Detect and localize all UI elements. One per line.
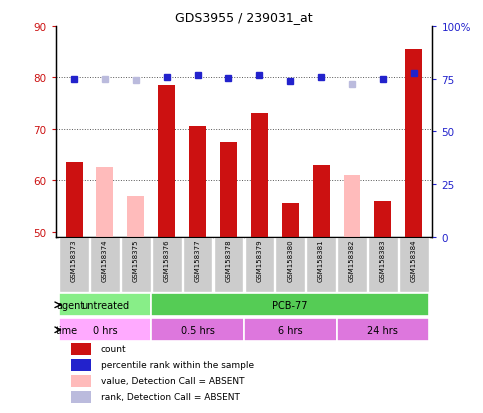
Text: agent: agent [56, 300, 85, 310]
Bar [71, 391, 91, 403]
FancyBboxPatch shape [244, 237, 274, 292]
Title: GDS3955 / 239031_at: GDS3955 / 239031_at [175, 11, 313, 24]
Text: GSM158384: GSM158384 [411, 239, 417, 281]
FancyBboxPatch shape [59, 237, 89, 292]
Text: percentile rank within the sample: percentile rank within the sample [101, 361, 254, 370]
FancyBboxPatch shape [337, 318, 429, 342]
Bar [71, 375, 91, 387]
Bar [158, 86, 175, 237]
Bar [71, 343, 91, 355]
FancyBboxPatch shape [58, 294, 151, 316]
FancyBboxPatch shape [244, 318, 337, 342]
Bar [313, 165, 329, 237]
Text: count: count [101, 344, 127, 354]
Text: 0.5 hrs: 0.5 hrs [181, 325, 214, 335]
FancyBboxPatch shape [183, 237, 213, 292]
FancyBboxPatch shape [337, 237, 367, 292]
Text: 0 hrs: 0 hrs [93, 325, 117, 335]
Text: rank, Detection Call = ABSENT: rank, Detection Call = ABSENT [101, 392, 240, 401]
Bar [374, 201, 391, 237]
Text: GSM158376: GSM158376 [164, 239, 170, 281]
Bar [189, 127, 206, 237]
FancyBboxPatch shape [368, 237, 398, 292]
Bar [251, 114, 268, 237]
Bar [405, 50, 422, 237]
FancyBboxPatch shape [151, 318, 244, 342]
Text: GSM158378: GSM158378 [226, 239, 231, 281]
Text: 24 hrs: 24 hrs [368, 325, 398, 335]
FancyBboxPatch shape [275, 237, 305, 292]
FancyBboxPatch shape [213, 237, 243, 292]
Text: GSM158383: GSM158383 [380, 239, 386, 281]
FancyBboxPatch shape [90, 237, 120, 292]
Bar [66, 163, 83, 237]
Bar [282, 204, 298, 237]
Text: time: time [56, 325, 78, 335]
Text: GSM158380: GSM158380 [287, 239, 293, 281]
FancyBboxPatch shape [58, 318, 151, 342]
Text: GSM158374: GSM158374 [102, 239, 108, 281]
FancyBboxPatch shape [306, 237, 336, 292]
Text: PCB-77: PCB-77 [272, 300, 308, 310]
Text: GSM158373: GSM158373 [71, 239, 77, 281]
Text: GSM158377: GSM158377 [195, 239, 200, 281]
Bar [128, 196, 144, 237]
Text: GSM158379: GSM158379 [256, 239, 262, 281]
Text: untreated: untreated [81, 300, 129, 310]
Text: GSM158375: GSM158375 [133, 239, 139, 281]
FancyBboxPatch shape [152, 237, 182, 292]
FancyBboxPatch shape [399, 237, 428, 292]
Text: GSM158382: GSM158382 [349, 239, 355, 281]
Text: value, Detection Call = ABSENT: value, Detection Call = ABSENT [101, 377, 244, 385]
Bar [220, 142, 237, 237]
Text: 6 hrs: 6 hrs [278, 325, 302, 335]
FancyBboxPatch shape [151, 294, 429, 316]
Bar [71, 359, 91, 371]
Text: GSM158381: GSM158381 [318, 239, 324, 281]
Bar [343, 176, 360, 237]
FancyBboxPatch shape [121, 237, 151, 292]
Bar [97, 168, 114, 237]
